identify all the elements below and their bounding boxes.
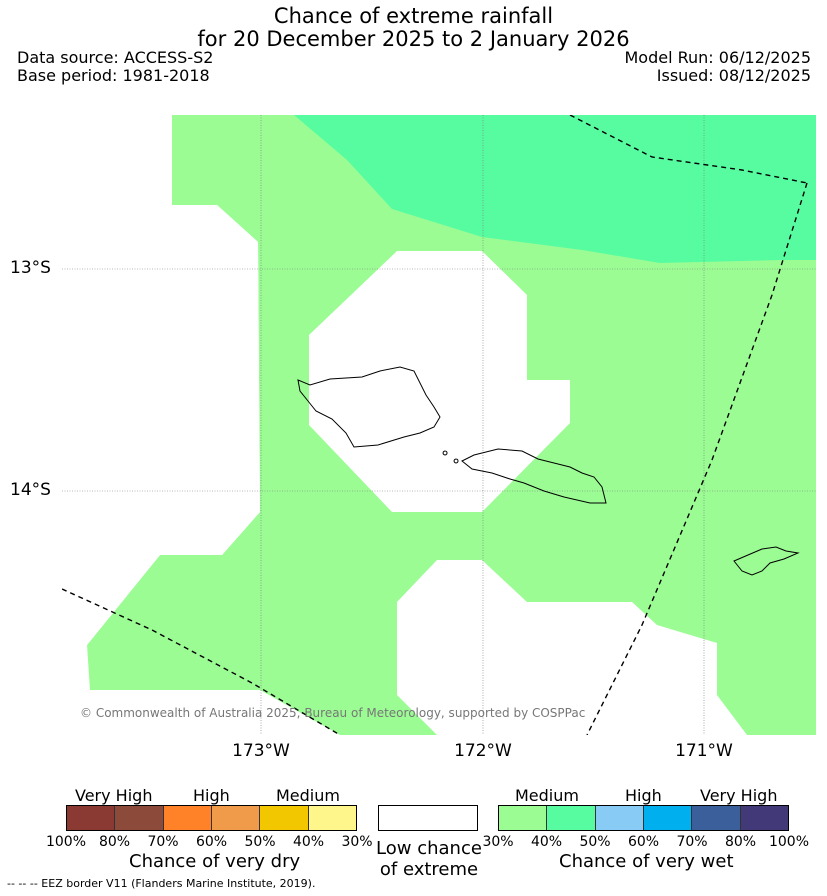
wet-swatch-2: [595, 806, 644, 830]
dry-swatch-2: [163, 806, 212, 830]
lon-label-172w: 172°W: [454, 741, 512, 761]
lon-label-171w: 171°W: [675, 741, 733, 761]
eez-line-north: [569, 115, 808, 184]
base-period: Base period: 1981-2018: [17, 66, 210, 85]
header-right: Model Run: 06/12/2025 Issued: 08/12/2025: [625, 49, 812, 85]
copyright-notice: © Commonwealth of Australia 2025, Bureau…: [80, 706, 586, 720]
dry-swatch-0: [67, 806, 116, 830]
eez-line-east: [586, 182, 808, 735]
dry-tick-4: 50%: [244, 834, 276, 850]
lat-label-13s: 13°S: [10, 258, 51, 278]
dry-tick-0: 100%: [45, 834, 87, 850]
dry-cat-high: High: [193, 786, 230, 805]
dry-colorbar-label: Chance of very dry: [129, 851, 301, 872]
wet-swatch-0: [499, 806, 548, 830]
coast-apolima: [442, 450, 448, 456]
dry-swatch-3: [211, 806, 261, 830]
model-run: Model Run: 06/12/2025: [624, 48, 812, 67]
rainfall-map: [62, 115, 816, 735]
dry-cat-medium: Medium: [276, 786, 340, 805]
wet-cat-very-high: Very High: [700, 786, 778, 805]
dry-swatch-4: [260, 806, 309, 830]
wet-colorbar-label: Chance of very wet: [559, 851, 734, 872]
lat-label-14s: 14°S: [10, 480, 51, 500]
wet-swatch-3: [643, 806, 693, 830]
coastlines: [297, 366, 800, 576]
eez-line-southwest: [62, 588, 341, 735]
wet-cat-medium: Medium: [515, 786, 579, 805]
region-low-chance-samoa: [309, 251, 570, 512]
dry-swatch-1: [115, 806, 164, 830]
wet-tick-5: 80%: [724, 834, 757, 850]
dry-tick-6: 30%: [341, 834, 373, 850]
wet-swatch-5: [740, 806, 788, 830]
wet-tick-2: 50%: [579, 834, 611, 850]
wet-tick-3: 60%: [627, 834, 660, 850]
wet-tick-0: 30%: [482, 834, 514, 850]
region-medium-high-wet: [294, 115, 816, 263]
low-chance-line-1: Low chance: [376, 838, 482, 859]
wet-tick-6: 100%: [768, 834, 810, 850]
dry-tick-3: 60%: [195, 834, 228, 850]
coast-manono: [453, 458, 459, 464]
wet-tick-1: 40%: [530, 834, 563, 850]
data-source: Data source: ACCESS-S2: [17, 48, 214, 67]
lon-label-173w: 173°W: [232, 741, 290, 761]
eez-footer-note: -- -- -- EEZ border V11 (Flanders Marine…: [7, 877, 316, 890]
wet-swatch-1: [547, 806, 596, 830]
coast-upolu: [461, 448, 607, 504]
coast-savaii: [297, 366, 441, 448]
wet-colorbar: [498, 805, 789, 831]
dry-tick-1: 80%: [98, 834, 131, 850]
dry-colorbar: [66, 805, 357, 831]
eez-borders: [62, 115, 808, 735]
wet-swatch-4: [692, 806, 741, 830]
dry-swatch-5: [308, 806, 356, 830]
low-chance-line-2: of extreme: [379, 859, 479, 880]
low-chance-label: Low chance of extreme: [374, 838, 484, 880]
header-left: Data source: ACCESS-S2 Base period: 1981…: [17, 49, 213, 85]
wet-cat-high: High: [625, 786, 662, 805]
dry-tick-5: 40%: [292, 834, 325, 850]
coast-tutuila: [733, 546, 800, 576]
dry-tick-2: 70%: [147, 834, 179, 850]
issued-date: Issued: 08/12/2025: [656, 66, 811, 85]
low-chance-swatch: [378, 805, 478, 831]
dry-cat-very-high: Very High: [75, 786, 153, 805]
title-line-1: Chance of extreme rainfall: [273, 4, 554, 28]
graticule: [62, 115, 816, 735]
region-low-chance-west: [62, 115, 260, 735]
wet-tick-4: 70%: [676, 834, 708, 850]
title-line-2: for 20 December 2025 to 2 January 2026: [197, 27, 630, 51]
